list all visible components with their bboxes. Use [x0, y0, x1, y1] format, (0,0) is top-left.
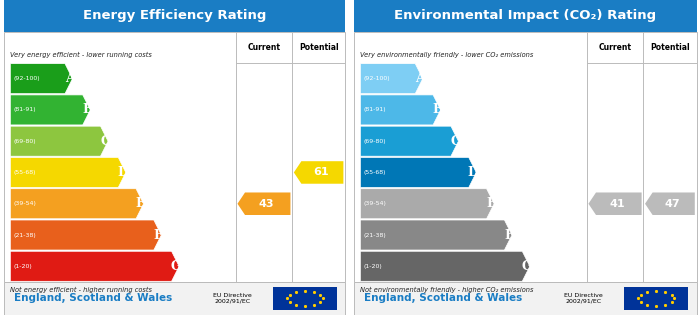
Text: A: A [64, 72, 74, 85]
Text: (81-91): (81-91) [364, 107, 386, 112]
Text: (92-100): (92-100) [364, 76, 391, 81]
Polygon shape [589, 192, 642, 215]
Polygon shape [360, 251, 530, 281]
Text: F: F [505, 228, 513, 242]
Polygon shape [10, 220, 161, 250]
Text: (21-38): (21-38) [364, 232, 386, 238]
Bar [4, 32, 345, 282]
Text: Very energy efficient - lower running costs: Very energy efficient - lower running co… [10, 52, 152, 58]
Text: (55-68): (55-68) [14, 170, 36, 175]
Text: Current: Current [598, 43, 631, 52]
Text: (55-68): (55-68) [364, 170, 386, 175]
Polygon shape [360, 64, 423, 94]
Text: 61: 61 [313, 168, 329, 177]
Text: EU Directive
2002/91/EC: EU Directive 2002/91/EC [213, 293, 252, 304]
Text: Potential: Potential [299, 43, 338, 52]
Text: (69-80): (69-80) [14, 139, 36, 144]
Polygon shape [294, 161, 344, 184]
Text: Not energy efficient - higher running costs: Not energy efficient - higher running co… [10, 287, 153, 293]
Text: (1-20): (1-20) [364, 264, 382, 269]
Bar [4, 282, 345, 315]
Text: E: E [136, 197, 146, 210]
Text: E: E [486, 197, 496, 210]
Bar [624, 287, 688, 310]
Text: G: G [522, 260, 532, 273]
Text: D: D [118, 166, 128, 179]
Bar [274, 287, 337, 310]
Text: C: C [450, 135, 461, 148]
Polygon shape [360, 95, 440, 125]
Polygon shape [360, 126, 458, 156]
Polygon shape [10, 158, 126, 187]
Text: Current: Current [248, 43, 281, 52]
Bar [354, 32, 696, 282]
Text: England, Scotland & Wales: England, Scotland & Wales [14, 294, 172, 303]
Text: Energy Efficiency Rating: Energy Efficiency Rating [83, 9, 266, 22]
Text: 47: 47 [664, 199, 680, 209]
Text: (39-54): (39-54) [14, 201, 36, 206]
Text: 43: 43 [258, 199, 274, 209]
Text: Very environmentally friendly - lower CO₂ emissions: Very environmentally friendly - lower CO… [360, 52, 533, 58]
Text: C: C [100, 135, 110, 148]
Text: (1-20): (1-20) [14, 264, 32, 269]
Text: (92-100): (92-100) [14, 76, 41, 81]
Polygon shape [360, 189, 494, 219]
Text: Environmental Impact (CO₂) Rating: Environmental Impact (CO₂) Rating [394, 9, 656, 22]
Text: D: D [468, 166, 479, 179]
Bar [354, 282, 696, 315]
Polygon shape [360, 158, 476, 187]
Bar [4, 0, 345, 32]
Text: (39-54): (39-54) [364, 201, 386, 206]
Text: Not environmentally friendly - higher CO₂ emissions: Not environmentally friendly - higher CO… [360, 287, 534, 293]
Text: (81-91): (81-91) [14, 107, 36, 112]
Text: England, Scotland & Wales: England, Scotland & Wales [364, 294, 522, 303]
Polygon shape [10, 126, 108, 156]
Polygon shape [10, 251, 179, 281]
Text: 41: 41 [610, 199, 625, 209]
Text: Potential: Potential [650, 43, 690, 52]
Polygon shape [10, 95, 90, 125]
Polygon shape [10, 189, 144, 219]
Polygon shape [10, 64, 73, 94]
Polygon shape [360, 220, 512, 250]
Text: EU Directive
2002/91/EC: EU Directive 2002/91/EC [564, 293, 603, 304]
Text: (69-80): (69-80) [364, 139, 386, 144]
Bar [354, 0, 696, 32]
Text: (21-38): (21-38) [14, 232, 36, 238]
Polygon shape [645, 192, 695, 215]
Polygon shape [237, 192, 290, 215]
Text: A: A [415, 72, 425, 85]
Text: G: G [171, 260, 181, 273]
Text: B: B [82, 103, 92, 117]
Text: F: F [154, 228, 163, 242]
Text: B: B [433, 103, 443, 117]
